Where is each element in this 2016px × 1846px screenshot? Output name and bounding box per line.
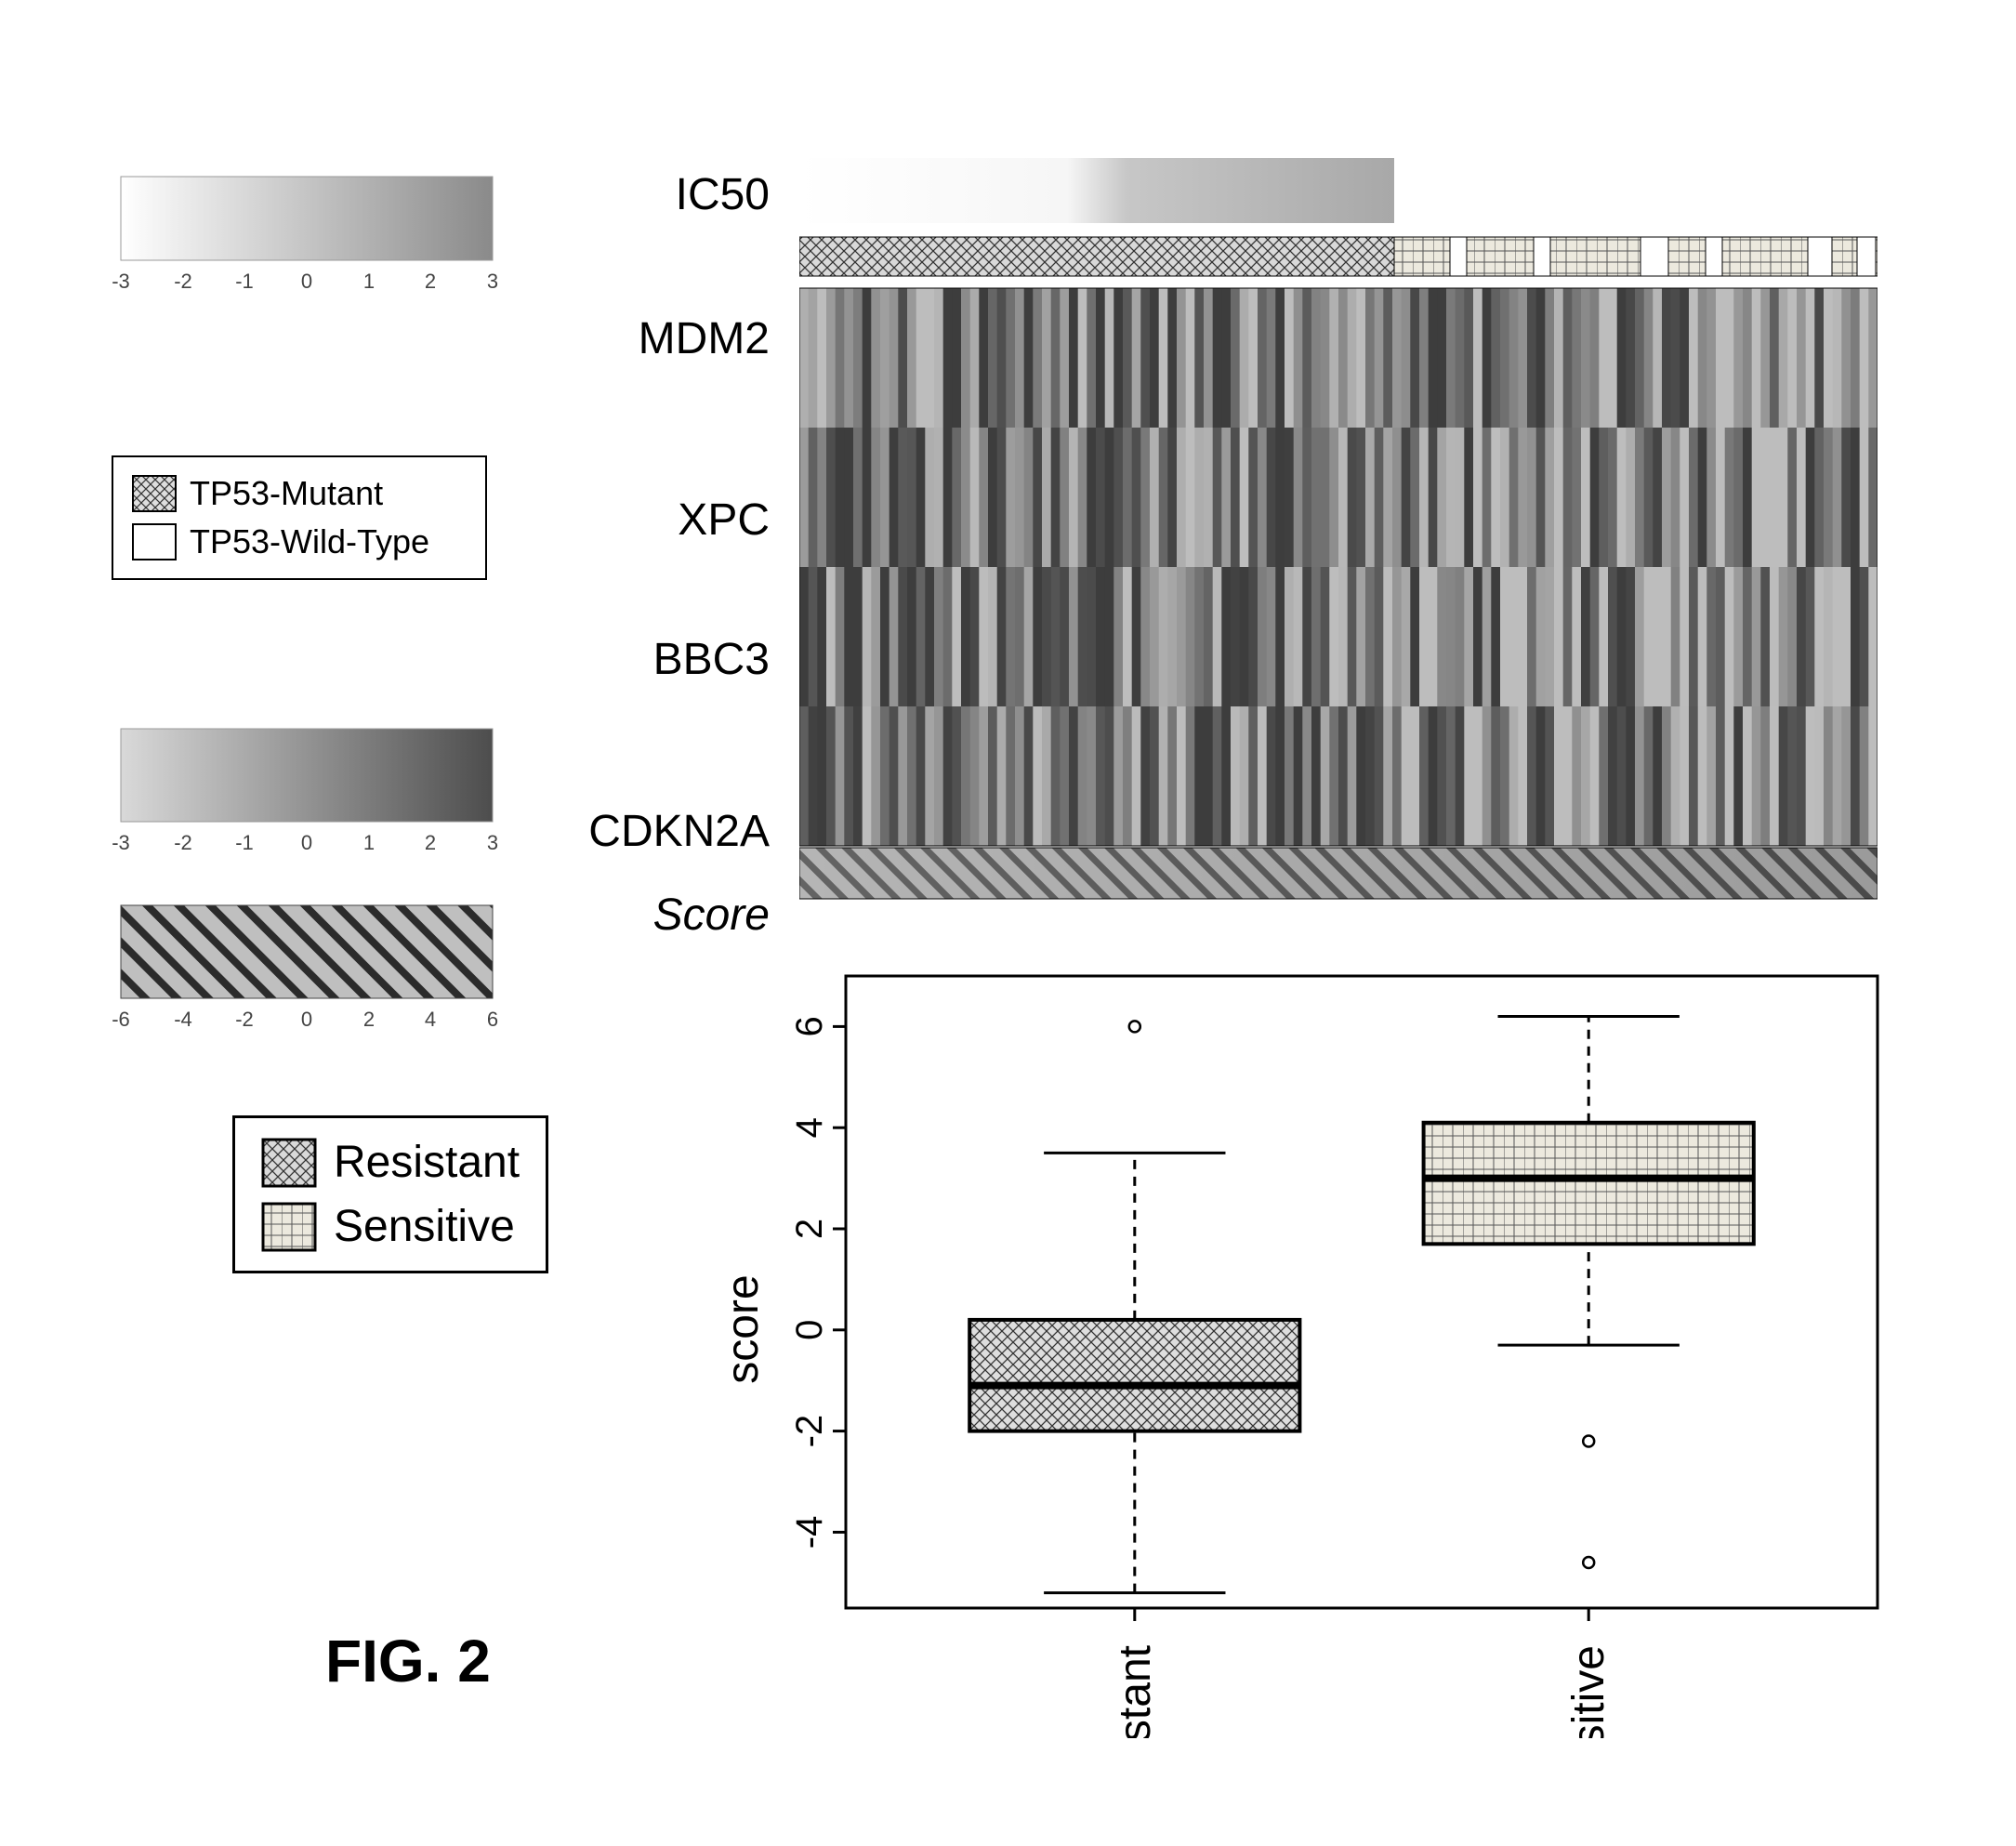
colorbar-scale3-ticks: -6 -4 -2 0 2 4 6 xyxy=(112,1008,498,1031)
legend-boxplot: Resistant Sensitive xyxy=(232,1115,548,1273)
colorbar-scale1-ticks: -3 -2 -1 0 1 2 3 xyxy=(112,270,498,293)
legend-tp53: TP53-Mutant TP53-Wild-Type xyxy=(112,455,487,580)
rowlabel-bbc3: BBC3 xyxy=(548,590,781,730)
rowlabel-mdm2: MDM2 xyxy=(548,311,781,451)
swatch-tp53-wild xyxy=(132,523,177,560)
boxplot-frame xyxy=(846,976,1878,1608)
svg-text:0: 0 xyxy=(301,270,312,293)
legend-tp53-mutant: TP53-Mutant xyxy=(132,474,467,513)
svg-text:-3: -3 xyxy=(112,831,130,854)
legend-boxplot-sensitive: Sensitive xyxy=(261,1201,520,1252)
heatmap-ic50-bar xyxy=(799,158,1394,223)
colorbar-scale2-ticks: -3 -2 -1 0 1 2 3 xyxy=(112,831,498,854)
swatch-resistant xyxy=(261,1138,317,1188)
colorbar-scale1: -3 -2 -1 0 1 2 3 xyxy=(112,167,511,316)
svg-text:4: 4 xyxy=(425,1008,436,1031)
legend-tp53-wild: TP53-Wild-Type xyxy=(132,522,467,561)
swatch-tp53-mutant xyxy=(132,475,177,512)
rowlabel-xpc: XPC xyxy=(548,451,781,590)
rowlabel-ic50: IC50 xyxy=(548,163,781,256)
boxplot-panel: -4 -2 0 2 4 6 score Resistant Sensitive xyxy=(706,957,1905,1738)
svg-text:3: 3 xyxy=(487,270,498,293)
heatmap-genes xyxy=(799,288,1878,846)
svg-text:Resistant: Resistant xyxy=(1111,1645,1160,1738)
legend-column: -3 -2 -1 0 1 2 3 TP53-Mutant TP53-Wild-Type xyxy=(112,167,511,1054)
heatmap-tp53-bar xyxy=(799,237,1878,276)
colorbar-scale3: -6 -4 -2 0 2 4 6 xyxy=(112,896,511,1054)
legend-tp53-wild-label: TP53-Wild-Type xyxy=(190,522,429,561)
rowlabel-cdkn2a: CDKN2A xyxy=(548,730,781,869)
svg-text:4: 4 xyxy=(789,1117,830,1138)
figure-caption: FIG. 2 xyxy=(325,1627,491,1695)
svg-text:-4: -4 xyxy=(789,1516,830,1549)
svg-text:-6: -6 xyxy=(112,1008,130,1031)
svg-text:Sensitive: Sensitive xyxy=(1564,1645,1614,1738)
svg-text:6: 6 xyxy=(487,1008,498,1031)
svg-text:6: 6 xyxy=(789,1016,830,1036)
svg-text:0: 0 xyxy=(789,1320,830,1340)
legend-boxplot-sensitive-label: Sensitive xyxy=(334,1201,515,1252)
rowlabel-score: Score xyxy=(548,869,781,934)
svg-text:0: 0 xyxy=(301,831,312,854)
svg-text:-1: -1 xyxy=(235,270,254,293)
svg-text:-2: -2 xyxy=(174,270,192,293)
svg-text:-1: -1 xyxy=(235,831,254,854)
heatmap-panel xyxy=(799,139,1878,911)
legend-boxplot-resistant-label: Resistant xyxy=(334,1137,520,1188)
colorbar-scale2: -3 -2 -1 0 1 2 3 xyxy=(112,719,511,877)
svg-text:1: 1 xyxy=(363,270,375,293)
svg-text:-4: -4 xyxy=(174,1008,192,1031)
svg-text:3: 3 xyxy=(487,831,498,854)
svg-text:2: 2 xyxy=(363,1008,375,1031)
svg-text:-2: -2 xyxy=(235,1008,254,1031)
svg-text:-2: -2 xyxy=(174,831,192,854)
svg-text:2: 2 xyxy=(789,1219,830,1239)
svg-text:-3: -3 xyxy=(112,270,130,293)
svg-text:0: 0 xyxy=(301,1008,312,1031)
legend-boxplot-resistant: Resistant xyxy=(261,1137,520,1188)
swatch-sensitive xyxy=(261,1202,317,1252)
boxplot-ylabel: score xyxy=(718,1274,768,1383)
figure-page: -3 -2 -1 0 1 2 3 TP53-Mutant TP53-Wild-Type xyxy=(0,0,2016,1846)
svg-text:1: 1 xyxy=(363,831,375,854)
heatmap-score-bar-pattern xyxy=(799,848,1878,899)
rowlabel-blank xyxy=(548,256,781,311)
boxplot-xticks: Resistant Sensitive xyxy=(1111,1608,1614,1738)
boxplot-yticks: -4 -2 0 2 4 6 xyxy=(789,1016,846,1549)
svg-text:2: 2 xyxy=(425,831,436,854)
svg-text:2: 2 xyxy=(425,270,436,293)
heatmap-row-labels: IC50 MDM2 XPC BBC3 CDKN2A Score xyxy=(548,163,781,934)
svg-text:-2: -2 xyxy=(789,1415,830,1448)
legend-tp53-mutant-label: TP53-Mutant xyxy=(190,474,383,513)
